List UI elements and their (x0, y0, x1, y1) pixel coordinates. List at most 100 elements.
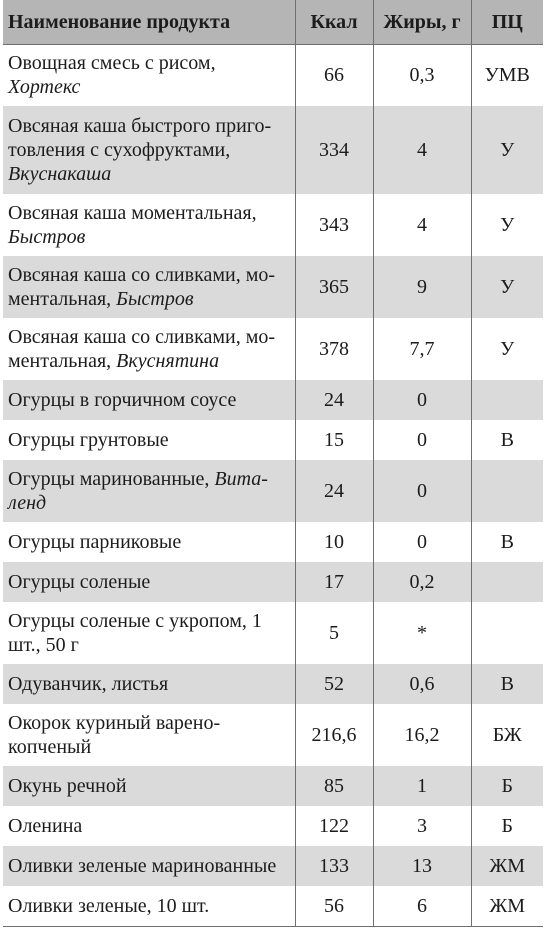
product-name: Овощная смесь с рисом, (8, 52, 216, 75)
product-brand: Вита-ленд (8, 468, 268, 514)
table-row: Овсяная каша быстрого приго-товления с с… (3, 106, 543, 194)
kcal-cell: 334 (294, 106, 373, 194)
pc-cell: ЖМ (470, 846, 543, 886)
fat-cell: 4 (372, 106, 471, 194)
kcal-cell: 24 (294, 380, 373, 420)
pc-cell (470, 602, 543, 664)
table-body: Овощная смесь с рисом, Хортекс 66 0,3 УМВ… (3, 44, 543, 927)
table-header: Наименование продукта Ккал Жиры, г ПЦ (3, 0, 543, 45)
product-name-cell: Овсяная каша быстрого приго-товления с с… (3, 106, 295, 194)
table-row: Оленина 122 3 Б (3, 806, 543, 846)
fat-cell: 16,2 (372, 704, 471, 766)
product-name-cell: Овсяная каша со сливками, мо-ментальная,… (3, 318, 295, 380)
fat-cell: 0 (372, 460, 471, 522)
fat-cell: 0,2 (372, 562, 471, 602)
table-row: Огурцы парниковые 10 0 В (3, 522, 543, 562)
product-name-cell: Одуванчик, листья (3, 664, 295, 704)
product-name-cell: Огурцы маринованные, Вита-ленд (3, 460, 295, 522)
table-row: Оливки зеленые, 10 шт. 56 6 ЖМ (3, 886, 543, 927)
table-row: Окунь речной 85 1 Б (3, 766, 543, 806)
pc-cell: У (470, 256, 543, 318)
fat-cell: 0,6 (372, 664, 471, 704)
kcal-cell: 122 (294, 806, 373, 846)
fat-cell: 7,7 (372, 318, 471, 380)
fat-cell: 13 (372, 846, 471, 886)
table-row: Огурцы грунтовые 15 0 В (3, 420, 543, 460)
fat-cell: 0 (372, 420, 471, 460)
fat-cell: 0 (372, 380, 471, 420)
product-name-cell: Овощная смесь с рисом, Хортекс (3, 44, 295, 106)
kcal-cell: 56 (294, 886, 373, 927)
pc-cell: У (470, 194, 543, 256)
kcal-cell: 52 (294, 664, 373, 704)
kcal-cell: 365 (294, 256, 373, 318)
kcal-cell: 66 (294, 44, 373, 106)
column-header-kcal: Ккал (294, 0, 373, 45)
table-row: Овсяная каша со сливками, мо-ментальная,… (3, 318, 543, 380)
product-name-cell: Огурцы в горчичном соусе (3, 380, 295, 420)
product-name-cell: Оливки зеленые, 10 шт. (3, 886, 295, 927)
product-name: Овсяная каша со сливками, мо-ментальная, (8, 326, 276, 372)
fat-cell: * (372, 602, 471, 664)
product-name: Овсяная каша быстрого приго-товления с с… (8, 115, 272, 161)
fat-cell: 0 (372, 522, 471, 562)
kcal-cell: 378 (294, 318, 373, 380)
nutrition-table: Наименование продукта Ккал Жиры, г ПЦ Ов… (3, 0, 543, 927)
fat-cell: 4 (372, 194, 471, 256)
column-header-product: Наименование продукта (3, 0, 295, 45)
column-header-pc: ПЦ (470, 0, 543, 45)
table-row: Овсяная каша со сливками, мо-ментальная,… (3, 256, 543, 318)
table-row: Огурцы в горчичном соусе 24 0 (3, 380, 543, 420)
product-name-cell: Огурцы соленые (3, 562, 295, 602)
product-name-cell: Огурцы соленые с укропом, 1 шт., 50 г (8, 610, 262, 656)
column-header-fat: Жиры, г (372, 0, 471, 45)
fat-cell: 3 (372, 806, 471, 846)
fat-cell: 9 (372, 256, 471, 318)
pc-cell: В (470, 664, 543, 704)
fat-cell: 1 (372, 766, 471, 806)
product-name-cell: Оленина (8, 815, 83, 837)
table-row: Оливки зеленые маринованные 133 13 ЖМ (3, 846, 543, 886)
kcal-cell: 10 (294, 522, 373, 562)
pc-cell: В (470, 420, 543, 460)
pc-cell: ЖМ (470, 886, 543, 927)
product-name-cell: Огурцы парниковые (8, 531, 182, 553)
product-name: Овсяная каша со сливками, мо-ментальная, (8, 264, 276, 310)
product-name-cell: Окунь речной (3, 766, 295, 806)
product-brand: Быстров (116, 288, 194, 310)
fat-cell: 6 (372, 886, 471, 927)
table-row: Огурцы соленые 17 0,2 (3, 562, 543, 602)
product-brand: Хортекс (8, 76, 81, 99)
pc-cell: Б (470, 806, 543, 846)
product-brand: Быстров (8, 226, 86, 248)
kcal-cell: 133 (294, 846, 373, 886)
kcal-cell: 343 (294, 194, 373, 256)
table-row: Овощная смесь с рисом, Хортекс 66 0,3 УМВ (3, 44, 543, 106)
product-name: Овсяная каша моментальная, (8, 202, 257, 224)
product-name: Огурцы маринованные, (8, 468, 210, 490)
kcal-cell: 85 (294, 766, 373, 806)
pc-cell (470, 460, 543, 522)
kcal-cell: 24 (294, 460, 373, 522)
kcal-cell: 17 (294, 562, 373, 602)
product-brand: Вкуснакаша (8, 163, 112, 185)
fat-cell: 0,3 (372, 44, 471, 106)
table-row: Огурцы маринованные, Вита-ленд 24 0 (3, 460, 543, 522)
pc-cell: Б (470, 766, 543, 806)
pc-cell (470, 380, 543, 420)
table-row: Огурцы соленые с укропом, 1 шт., 50 г 5 … (3, 602, 543, 664)
table-row: Окорок куриный варено-копченый 216,6 16,… (3, 704, 543, 766)
table-row: Овсяная каша моментальная, Быстров 343 4 … (3, 194, 543, 256)
product-name-cell: Окорок куриный варено-копченый (8, 712, 221, 758)
kcal-cell: 15 (294, 420, 373, 460)
product-brand: Вкуснятина (116, 350, 220, 372)
pc-cell (470, 562, 543, 602)
product-name-cell: Оливки зеленые маринованные (3, 846, 295, 886)
pc-cell: В (470, 522, 543, 562)
pc-cell: У (470, 318, 543, 380)
pc-cell: УМВ (470, 44, 543, 106)
product-name-cell: Огурцы грунтовые (8, 429, 169, 451)
kcal-cell: 216,6 (294, 704, 373, 766)
kcal-cell: 5 (294, 602, 373, 664)
